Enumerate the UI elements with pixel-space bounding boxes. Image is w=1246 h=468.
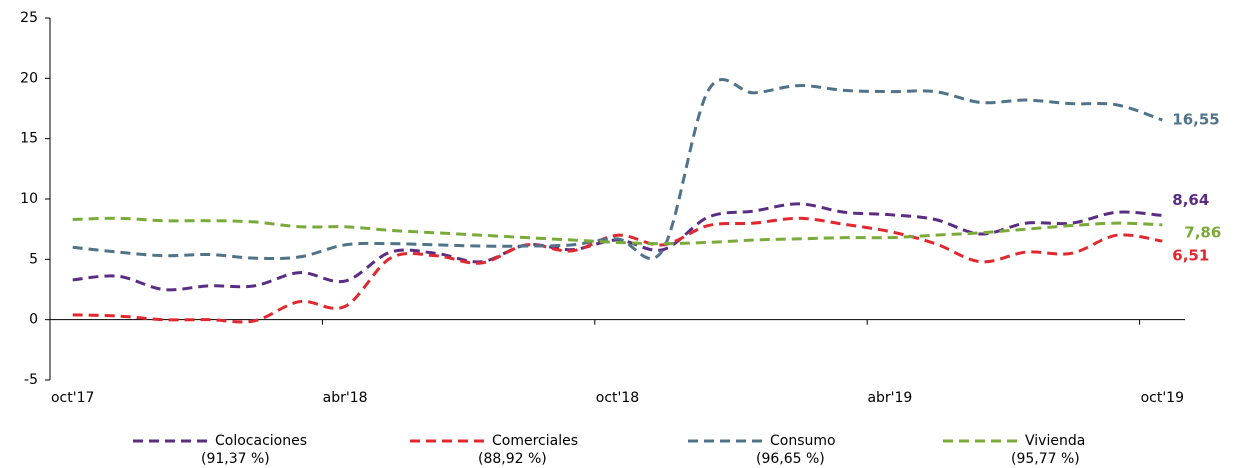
legend-share: (88,92 %)	[478, 451, 547, 467]
value-label: 7,86	[1184, 223, 1221, 241]
series-line	[72, 216, 1163, 246]
y-tick-label: -5	[24, 372, 38, 388]
x-tick-label: oct'19	[1141, 390, 1184, 406]
legend-share: (95,77 %)	[1011, 451, 1080, 467]
x-tick-label: abr'18	[323, 390, 368, 406]
value-label: 6,51	[1172, 247, 1209, 265]
y-tick-label: 10	[20, 191, 38, 207]
value-label: 16,55	[1172, 110, 1219, 128]
value-label: 8,64	[1172, 191, 1209, 209]
x-tick-label: oct'17	[51, 390, 94, 406]
y-tick-label: 15	[20, 131, 38, 147]
x-tick-label: oct'18	[596, 390, 639, 406]
series-line	[72, 202, 1163, 292]
y-tick-label: 20	[20, 70, 38, 86]
y-tick-label: 25	[20, 10, 38, 26]
y-tick-label: 5	[29, 251, 38, 267]
legend-share: (96,65 %)	[756, 451, 825, 467]
x-tick-label: abr'19	[867, 390, 912, 406]
legend-label: Colocaciones	[215, 433, 307, 449]
legend-label: Comerciales	[492, 433, 578, 449]
y-tick-label: 0	[29, 312, 38, 328]
series-line	[72, 216, 1163, 324]
legend-label: Consumo	[770, 433, 836, 449]
legend-share: (91,37 %)	[201, 451, 270, 467]
series-line	[72, 78, 1163, 261]
legend-label: Vivienda	[1025, 433, 1085, 449]
